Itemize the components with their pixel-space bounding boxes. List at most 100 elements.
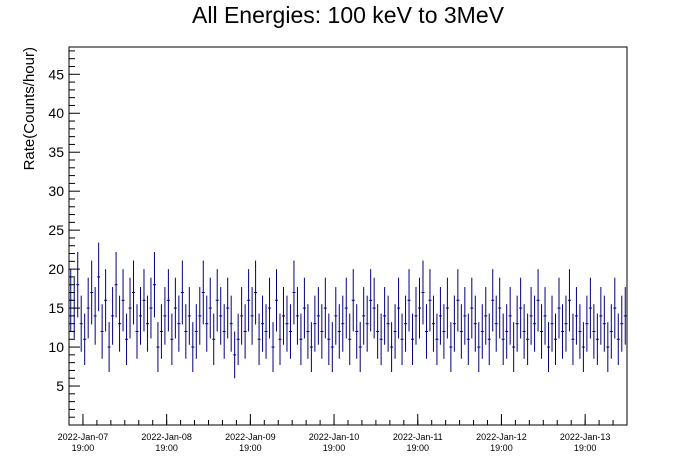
data-point [281,287,285,345]
data-point [306,304,310,359]
data-point [560,304,564,359]
data-point [187,287,191,345]
data-point [362,287,366,345]
data-point [592,304,596,359]
data-point [414,287,418,345]
data-point [390,322,394,373]
data-point [466,313,470,365]
data-point [261,295,265,352]
data-point [480,304,484,359]
data-point [369,269,373,332]
y-tick-label: 35 [48,144,64,160]
data-point [194,304,198,359]
data-point [240,287,244,345]
data-point [348,313,352,365]
plot-frame [68,46,628,426]
data-point [299,313,303,365]
y-tick-label: 40 [48,105,64,121]
x-tick-date-label: 2022-Jan-07 [58,432,109,442]
data-point [386,295,390,352]
data-point [581,322,585,373]
data-point [90,260,94,325]
data-point [170,313,174,365]
x-tick-date-label: 2022-Jan-12 [476,432,527,442]
data-point [522,304,526,359]
data-point [247,269,251,332]
y-tick-label: 15 [48,300,64,316]
data-point [219,287,223,345]
chart-title: All Energies: 100 keV to 3MeV [192,2,504,28]
data-point [508,287,512,345]
data-point [79,295,83,352]
data-point [344,277,348,339]
x-tick-date-label: 2022-Jan-13 [560,432,611,442]
data-point [397,277,401,339]
data-point [275,269,279,332]
data-point [498,277,502,339]
data-point [128,277,132,339]
data-point [302,277,306,339]
data-point [550,295,554,352]
data-point [365,295,369,352]
data-point [379,313,383,365]
data-point [233,331,237,379]
data-point [173,277,177,339]
data-point [295,287,299,345]
data-point [132,260,136,325]
data-point [166,269,170,332]
data-point [118,295,122,352]
data-point [540,304,544,359]
data-point [585,295,589,352]
data-point [505,304,509,359]
data-point [428,269,432,332]
data-point [463,287,467,345]
data-point [107,322,111,373]
data-point [212,313,216,365]
y-tick-label: 25 [48,222,64,238]
data-point [156,322,160,373]
data-point [501,313,505,365]
data-point [198,287,202,345]
data-point [512,322,516,373]
data-point [602,295,606,352]
data-point [93,287,97,345]
data-point [163,287,167,345]
data-point [250,287,254,345]
data-point [205,295,209,352]
data-point [309,322,313,373]
data-point [606,322,610,373]
data-point [229,295,233,352]
data-point [271,322,275,373]
data-point [543,287,547,345]
data-point [313,295,317,352]
x-tick-date-label: 2022-Jan-11 [393,432,443,442]
data-point [449,322,453,373]
data-point [529,287,533,345]
data-point [519,277,523,339]
data-point [421,260,425,325]
data-point [337,304,341,359]
data-point [372,277,376,339]
data-point [83,313,87,365]
data-point [491,269,495,332]
data-point [243,304,247,359]
data-point [599,287,603,345]
x-tick-time-label: 19:00 [574,443,597,453]
y-tick-label: 30 [48,183,64,199]
data-point [323,277,327,339]
data-point [278,313,282,365]
data-point [341,295,345,352]
data-point [201,260,205,325]
data-point [400,313,404,365]
data-point [477,322,481,373]
data-point [257,313,261,365]
data-point [407,269,411,332]
data-point [292,260,296,325]
data-point [97,242,101,312]
data-point [125,313,129,365]
data-point [417,277,421,339]
data-point [76,251,80,318]
data-point [142,269,146,332]
data-point [404,295,408,352]
